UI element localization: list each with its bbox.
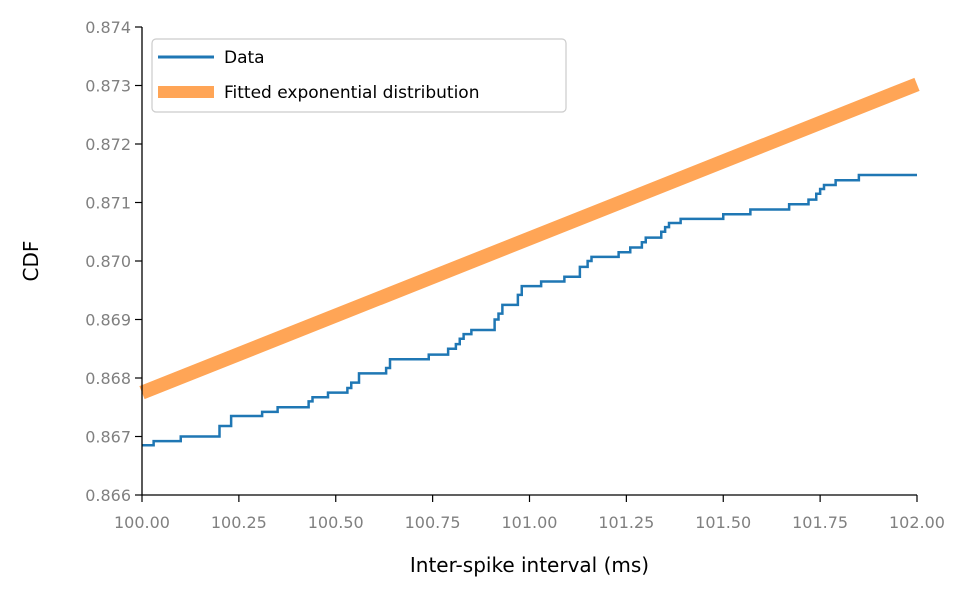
y-tick-label: 0.870 — [85, 252, 131, 271]
y-tick-label: 0.869 — [85, 311, 131, 330]
y-axis-ticks: 0.866 0.867 0.868 0.869 0.870 0.871 0.872 0.873… — [85, 18, 142, 505]
y-tick-label: 0.871 — [85, 194, 131, 213]
y-axis-label: CDF — [19, 241, 43, 282]
x-tick-label: 101.25 — [598, 513, 654, 532]
x-tick-label: 100.50 — [308, 513, 364, 532]
x-tick-label: 100.00 — [114, 513, 170, 532]
legend-frame — [151, 38, 567, 113]
y-tick-label: 0.867 — [85, 428, 131, 447]
series-line-data — [142, 173, 917, 447]
x-tick-label: 101.00 — [502, 513, 558, 532]
y-tick-label: 0.868 — [85, 369, 131, 388]
y-tick-label: 0.874 — [85, 18, 131, 37]
legend: Data Fitted exponential distribution — [151, 38, 567, 113]
series-line-fitted — [139, 77, 920, 400]
x-axis-label: Inter-spike interval (ms) — [410, 553, 649, 577]
legend-label-data: Data — [224, 48, 265, 68]
y-tick-label: 0.872 — [85, 135, 131, 154]
x-tick-label: 100.75 — [405, 513, 461, 532]
x-tick-label: 101.50 — [695, 513, 751, 532]
x-tick-label: 100.25 — [211, 513, 267, 532]
series-layer — [139, 77, 920, 447]
legend-label-fitted: Fitted exponential distribution — [224, 83, 479, 103]
y-tick-label: 0.866 — [85, 486, 131, 505]
x-axis-ticks: 100.00 100.25 100.50 100.75 101.00 101.25 101.… — [114, 495, 945, 532]
x-tick-label: 102.00 — [889, 513, 945, 532]
y-tick-label: 0.873 — [85, 77, 131, 96]
x-tick-label: 101.75 — [792, 513, 848, 532]
